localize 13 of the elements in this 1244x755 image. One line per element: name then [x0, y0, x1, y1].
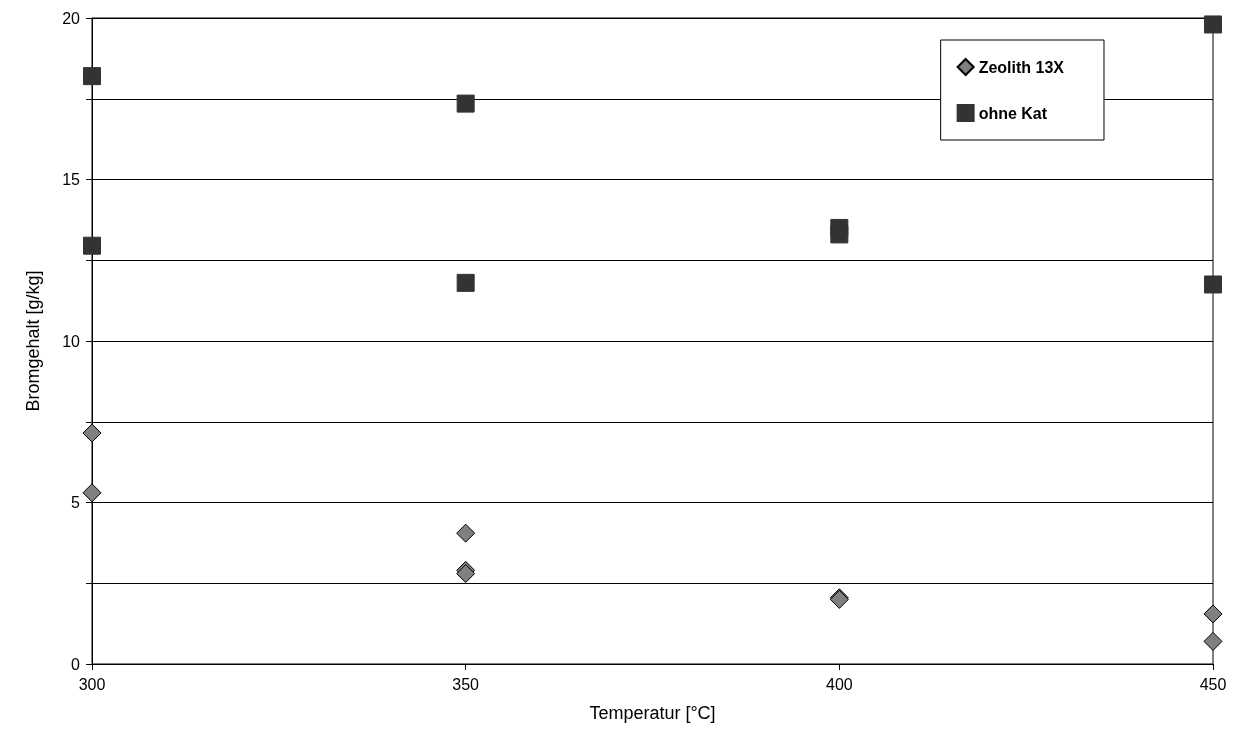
x-tick-label: 450	[1199, 675, 1227, 693]
y-tick-label: 10	[62, 332, 81, 350]
legend-label: Zeolith 13X	[978, 58, 1065, 76]
y-tick-label: 15	[62, 171, 81, 188]
y-tick-label: 20	[62, 9, 81, 27]
x-tick-label: 400	[825, 675, 853, 693]
legend-label: ohne Kat	[978, 104, 1048, 122]
x-tick-label: 350	[452, 675, 480, 693]
y-tick-label: 0	[71, 655, 81, 673]
x-tick-label: 300	[78, 675, 106, 693]
y-axis-title: Bromgehalt [g/kg]	[23, 270, 43, 412]
y-tick-label: 5	[71, 494, 81, 511]
x-axis-title: Temperatur [°C]	[589, 703, 716, 723]
